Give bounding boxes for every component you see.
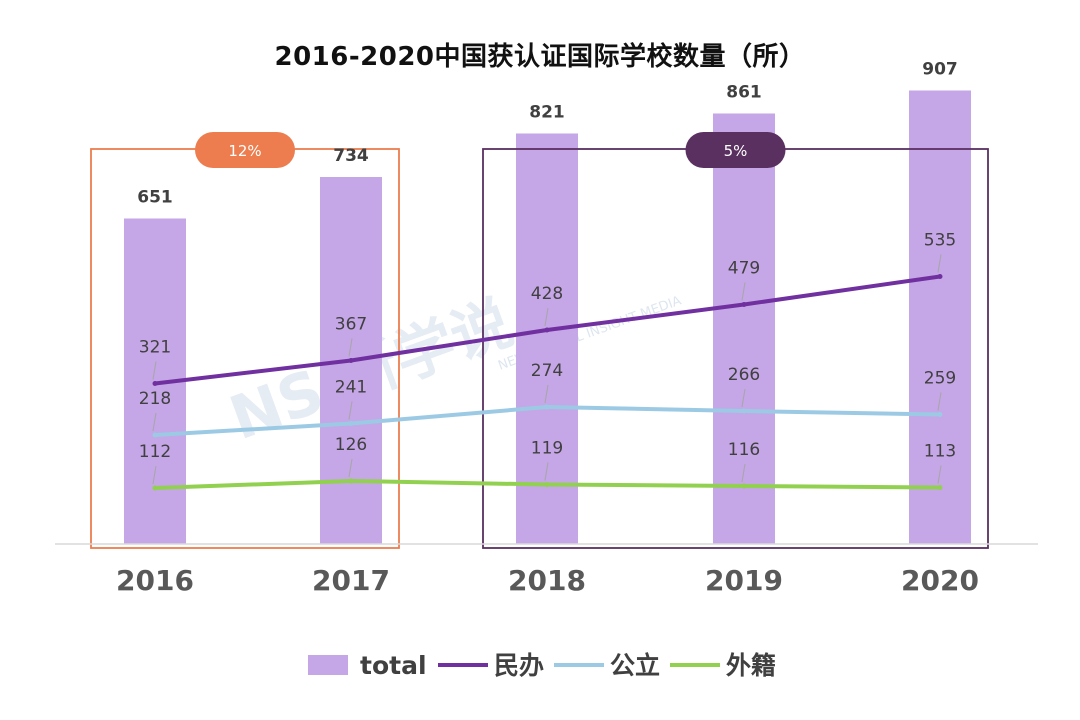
group-badge-0 [195,132,295,168]
point-series-1-2019 [741,408,747,414]
leader-series-2-2020 [937,465,942,484]
point-series-2-2020 [937,485,943,490]
label-total-2019: 861 [726,83,762,103]
label-total-2020: 907 [922,60,958,80]
label-total-2018: 821 [529,103,565,123]
group-badge-label-0: 12% [228,142,261,160]
group-badge-label-1: 5% [724,142,748,160]
watermark: NS 新学说 NEW SCHOOL INSIGHT MEDIA [221,288,683,454]
label-series-1-2018: 274 [531,361,563,381]
label-series-0-2018: 428 [531,284,563,304]
label-series-2-2020: 113 [924,442,956,462]
point-series-0-2018 [544,327,550,333]
leader-series-1-2016 [152,412,157,432]
point-series-0-2017 [348,358,354,363]
label-series-2-2019: 116 [728,440,760,460]
label-series-1-2019: 266 [728,365,760,385]
leader-series-0-2020 [937,254,942,273]
leader-series-0-2017 [348,338,353,357]
bar-total-2019 [713,113,775,544]
point-series-1-2020 [937,412,943,417]
legend-label-series-0: 民办 [494,651,544,680]
point-series-2-2018 [544,482,550,487]
x-tick-2019: 2019 [705,564,783,597]
leader-series-1-2018 [544,384,549,404]
point-series-1-2016 [152,432,158,438]
label-series-0-2016: 321 [139,338,171,358]
label-series-1-2017: 241 [335,378,367,398]
leader-series-2-2016 [152,465,157,485]
bar-total-2018 [516,133,578,544]
group-badge-1 [685,132,786,168]
legend-swatch-total [308,655,348,675]
label-total-2016: 651 [137,188,173,208]
label-series-0-2020: 535 [924,231,956,251]
x-tick-2020: 2020 [901,564,979,597]
point-series-1-2018 [544,404,550,410]
x-tick-2017: 2017 [312,564,390,597]
point-series-2-2017 [348,478,354,484]
x-tick-2018: 2018 [508,564,586,597]
point-series-2-2019 [741,483,747,489]
point-series-0-2016 [152,381,158,386]
label-series-2-2018: 119 [531,439,563,459]
label-series-0-2017: 367 [335,315,367,335]
legend-label-series-1: 公立 [610,651,660,680]
label-series-2-2017: 126 [335,435,367,455]
point-series-0-2019 [741,302,747,307]
label-series-1-2020: 259 [924,369,956,389]
label-total-2017: 734 [333,146,369,166]
point-series-2-2016 [152,485,158,491]
label-series-1-2016: 218 [139,389,171,409]
label-series-2-2016: 112 [139,442,171,462]
point-series-1-2017 [348,421,354,426]
point-series-0-2020 [937,274,943,279]
leader-series-2-2018 [544,462,549,481]
x-tick-2016: 2016 [116,564,194,597]
leader-series-2-2017 [348,458,353,478]
legend-label-series-2: 外籍 [726,651,776,680]
leader-series-0-2016 [152,361,157,380]
chart-title: 2016-2020中国获认证国际学校数量（所） [274,42,806,72]
leader-series-1-2019 [741,388,746,408]
leader-series-2-2019 [741,463,746,483]
legend-label-total: total [360,651,427,680]
leader-series-1-2020 [937,392,942,411]
leader-series-0-2018 [544,307,549,327]
bar-total-2020 [909,90,971,544]
leader-series-0-2019 [741,282,746,301]
leader-series-1-2017 [348,401,353,420]
label-series-0-2019: 479 [728,259,760,279]
